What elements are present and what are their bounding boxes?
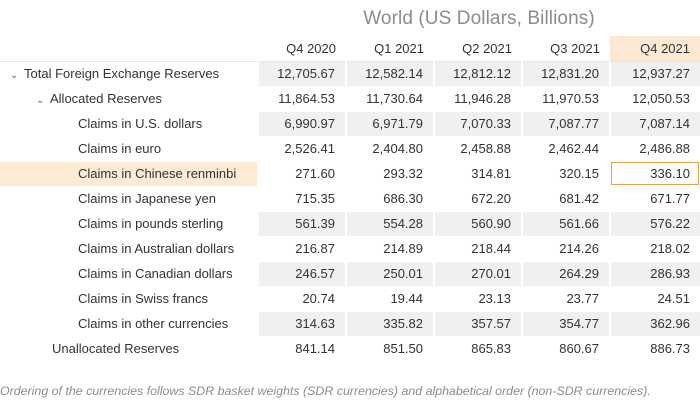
table-cell[interactable]: 19.44 (345, 286, 434, 312)
table-cell[interactable]: 11,864.53 (257, 86, 346, 112)
table-cell[interactable]: 23.13 (433, 286, 522, 312)
reserves-table: Q4 2020 Q1 2021 Q2 2021 Q3 2021 Q4 2021 … (0, 36, 700, 362)
table-cell[interactable]: 11,970.53 (521, 86, 610, 112)
table-cell[interactable]: 12,705.67 (257, 61, 346, 87)
table-cell[interactable]: 2,458.88 (433, 136, 522, 162)
table-cell[interactable]: 271.60 (257, 161, 346, 187)
table-row[interactable]: ⌄ Allocated Reserves 11,864.53 11,730.64 … (0, 86, 700, 112)
table-cell[interactable]: 286.93 (609, 261, 700, 287)
table-cell[interactable]: 12,050.53 (609, 86, 700, 112)
row-label[interactable]: Claims in pounds sterling (0, 211, 258, 237)
row-label[interactable]: Claims in Canadian dollars (0, 261, 258, 287)
table-row[interactable]: Claims in U.S. dollars 6,990.97 6,971.79… (0, 111, 700, 137)
table-cell[interactable]: 2,526.41 (257, 136, 346, 162)
row-label[interactable]: Claims in other currencies (0, 311, 258, 337)
table-cell[interactable]: 12,812.12 (433, 61, 522, 87)
table-cell[interactable]: 686.30 (345, 186, 434, 212)
table-row[interactable]: Claims in Swiss francs 20.74 19.44 23.13… (0, 286, 700, 312)
row-label[interactable]: Unallocated Reserves (0, 336, 258, 362)
corner-cell (0, 36, 258, 62)
table-cell[interactable]: 2,404.80 (345, 136, 434, 162)
table-cell[interactable]: 715.35 (257, 186, 346, 212)
table-cell[interactable]: 12,937.27 (609, 61, 700, 87)
table-cell[interactable]: 246.57 (257, 261, 346, 287)
table-cell[interactable]: 851.50 (345, 336, 434, 362)
table-row-selected[interactable]: Claims in Chinese renminbi 271.60 293.32… (0, 161, 700, 187)
header-row: Q4 2020 Q1 2021 Q2 2021 Q3 2021 Q4 2021 (0, 36, 700, 62)
chevron-down-icon[interactable]: ⌄ (36, 95, 45, 106)
table-cell[interactable]: 12,582.14 (345, 61, 434, 87)
table-cell[interactable]: 7,070.33 (433, 111, 522, 137)
column-header[interactable]: Q2 2021 (434, 36, 522, 62)
table-cell[interactable]: 11,946.28 (433, 86, 522, 112)
row-label[interactable]: Claims in U.S. dollars (0, 111, 258, 137)
table-title: World (US Dollars, Billions) (363, 8, 595, 29)
table-cell[interactable]: 560.90 (433, 211, 522, 237)
table-cell[interactable]: 6,971.79 (345, 111, 434, 137)
table-cell[interactable]: 214.89 (345, 236, 434, 262)
table-cell[interactable]: 11,730.64 (345, 86, 434, 112)
table-cell[interactable]: 216.87 (257, 236, 346, 262)
table-row[interactable]: Claims in other currencies 314.63 335.82… (0, 311, 700, 337)
table-cell[interactable]: 576.22 (609, 211, 700, 237)
table-cell[interactable]: 218.02 (609, 236, 700, 262)
row-label[interactable]: Claims in euro (0, 136, 258, 162)
chevron-down-icon[interactable]: ⌄ (10, 70, 19, 81)
table-cell[interactable]: 2,486.88 (609, 136, 700, 162)
column-header[interactable]: Q1 2021 (346, 36, 434, 62)
table-cell[interactable]: 865.83 (433, 336, 522, 362)
table-cell[interactable]: 23.77 (521, 286, 610, 312)
column-header-selected[interactable]: Q4 2021 (610, 36, 700, 62)
table-cell[interactable]: 354.77 (521, 311, 610, 337)
table-cell[interactable]: 12,831.20 (521, 61, 610, 87)
table-cell[interactable]: 561.39 (257, 211, 346, 237)
table-cell[interactable]: 6,990.97 (257, 111, 346, 137)
table-cell[interactable]: 886.73 (609, 336, 700, 362)
table-cell-focused[interactable]: 336.10 (609, 161, 700, 187)
table-row[interactable]: ⌄ Total Foreign Exchange Reserves 12,705.… (0, 61, 700, 87)
table-cell[interactable]: 362.96 (609, 311, 700, 337)
table-row[interactable]: Claims in euro 2,526.41 2,404.80 2,458.8… (0, 136, 700, 162)
table-row[interactable]: Claims in pounds sterling 561.39 554.28 … (0, 211, 700, 237)
table-row[interactable]: Unallocated Reserves 841.14 851.50 865.8… (0, 336, 700, 362)
row-label[interactable]: Claims in Swiss francs (0, 286, 258, 312)
row-label[interactable]: ⌄ Allocated Reserves (0, 86, 258, 112)
column-header[interactable]: Q3 2021 (522, 36, 610, 62)
row-label[interactable]: Claims in Australian dollars (0, 236, 258, 262)
table-cell[interactable]: 554.28 (345, 211, 434, 237)
table-cell[interactable]: 841.14 (257, 336, 346, 362)
table-cell[interactable]: 214.26 (521, 236, 610, 262)
table-row[interactable]: Claims in Japanese yen 715.35 686.30 672… (0, 186, 700, 212)
table-cell[interactable]: 672.20 (433, 186, 522, 212)
row-label[interactable]: Claims in Chinese renminbi (0, 161, 258, 187)
table-cell[interactable]: 264.29 (521, 261, 610, 287)
table-row[interactable]: Claims in Australian dollars 216.87 214.… (0, 236, 700, 262)
row-label[interactable]: Claims in Japanese yen (0, 186, 258, 212)
table-cell[interactable]: 860.67 (521, 336, 610, 362)
table-row[interactable]: Claims in Canadian dollars 246.57 250.01… (0, 261, 700, 287)
column-header[interactable]: Q4 2020 (258, 36, 346, 62)
table-cell[interactable]: 561.66 (521, 211, 610, 237)
table-cell[interactable]: 218.44 (433, 236, 522, 262)
table-cell[interactable]: 270.01 (433, 261, 522, 287)
table-cell[interactable]: 20.74 (257, 286, 346, 312)
table-cell[interactable]: 320.15 (521, 161, 610, 187)
table-cell[interactable]: 681.42 (521, 186, 610, 212)
table-cell[interactable]: 24.51 (609, 286, 700, 312)
table-cell[interactable]: 7,087.77 (521, 111, 610, 137)
row-label[interactable]: ⌄ Total Foreign Exchange Reserves (0, 61, 258, 87)
table-cell[interactable]: 2,462.44 (521, 136, 610, 162)
table-cell[interactable]: 671.77 (609, 186, 700, 212)
table-cell[interactable]: 314.81 (433, 161, 522, 187)
table-cell[interactable]: 293.32 (345, 161, 434, 187)
table-cell[interactable]: 314.63 (257, 311, 346, 337)
table-cell[interactable]: 250.01 (345, 261, 434, 287)
table-cell[interactable]: 335.82 (345, 311, 434, 337)
table-cell[interactable]: 357.57 (433, 311, 522, 337)
footnote: Ordering of the currencies follows SDR b… (0, 384, 651, 398)
table-cell[interactable]: 7,087.14 (609, 111, 700, 137)
